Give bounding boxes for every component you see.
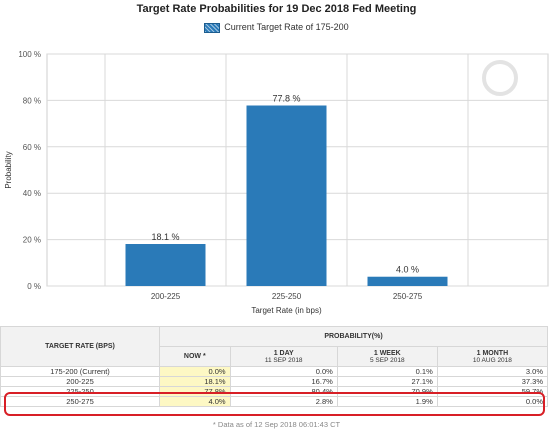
- column-header-label: 1 MONTH: [476, 349, 509, 357]
- x-tick-label: 225-250: [272, 292, 302, 301]
- column-header: NOW *: [159, 346, 231, 367]
- y-tick-label: 20 %: [23, 236, 41, 245]
- bar: [367, 276, 448, 286]
- y-tick-label: 0 %: [27, 282, 41, 291]
- y-axis-label: Probability: [4, 151, 13, 188]
- table-row: 250-275 4.0% 2.8% 1.9% 0.0%: [0, 396, 549, 407]
- chart-title: Target Rate Probabilities for 19 Dec 201…: [136, 3, 417, 15]
- probability-table: TARGET RATE (BPS) PROBABILITY(%) NOW * 1 …: [0, 326, 553, 407]
- bar: [246, 105, 327, 286]
- highlight-box: [4, 392, 545, 416]
- probability-cell: 18.1%: [159, 376, 231, 387]
- x-axis-label: Target Rate (in bps): [251, 306, 322, 315]
- column-header-date: 10 AUG 2018: [472, 356, 512, 364]
- data-label: 77.8 %: [272, 94, 300, 104]
- probability-cell: 37.3%: [436, 376, 549, 387]
- y-tick-label: 60 %: [23, 143, 41, 152]
- rate-header: TARGET RATE (BPS): [0, 326, 160, 367]
- x-tick-label: 200-225: [151, 292, 181, 301]
- x-tick-label: 250-275: [393, 292, 423, 301]
- column-header-label: NOW *: [183, 353, 206, 360]
- table-row: 200-225 18.1% 16.7% 27.1% 37.3%: [0, 376, 549, 387]
- rate-cell: 250-275: [0, 396, 160, 407]
- rate-cell: 200-225: [0, 376, 160, 387]
- legend-label: Current Target Rate of 175-200: [224, 22, 349, 32]
- probability-cell: 0.0%: [229, 366, 338, 377]
- y-tick-label: 100 %: [18, 50, 41, 59]
- column-header: 1 DAY 11 SEP 2018: [229, 346, 338, 367]
- probability-cell: 16.7%: [229, 376, 338, 387]
- rate-cell: 175-200 (Current): [0, 366, 160, 377]
- y-tick-label: 80 %: [23, 96, 41, 105]
- column-header-date: 5 SEP 2018: [370, 356, 405, 364]
- legend-swatch: [204, 22, 221, 33]
- table-row: 175-200 (Current) 0.0% 0.0% 0.1% 3.0%: [0, 366, 549, 377]
- probability-cell: 0.0%: [159, 366, 231, 377]
- probability-cell: 0.1%: [336, 366, 438, 377]
- bar-chart: 0 % 20 % 40 % 60 % 80 % 100 % 18.1 % 200-225 77.…: [4, 50, 549, 315]
- data-label: 4.0 %: [396, 265, 419, 275]
- probability-header: PROBABILITY(%): [159, 326, 548, 347]
- y-tick-label: 40 %: [23, 189, 41, 198]
- column-header: 1 WEEK 5 SEP 2018: [336, 346, 438, 367]
- bar: [125, 244, 206, 286]
- probability-cell: 27.1%: [336, 376, 438, 387]
- probability-cell: 0.0%: [436, 396, 549, 407]
- column-header: 1 MONTH 10 AUG 2018: [436, 346, 549, 367]
- watermark-logo: [482, 60, 518, 96]
- column-header-label: 1 WEEK: [373, 349, 401, 357]
- probability-cell: 3.0%: [436, 366, 549, 377]
- probability-cell: 2.8%: [229, 396, 338, 407]
- table-row: 225-250 77.8% 80.4% 70.9% 59.7%: [0, 386, 549, 397]
- data-timestamp: * Data as of 12 Sep 2018 06:01:43 CT: [212, 420, 341, 429]
- data-label: 18.1 %: [151, 232, 179, 242]
- column-header-date: 11 SEP 2018: [264, 356, 303, 364]
- column-header-label: 1 DAY: [273, 349, 294, 357]
- legend[interactable]: Current Target Rate of 175-200: [0, 22, 553, 33]
